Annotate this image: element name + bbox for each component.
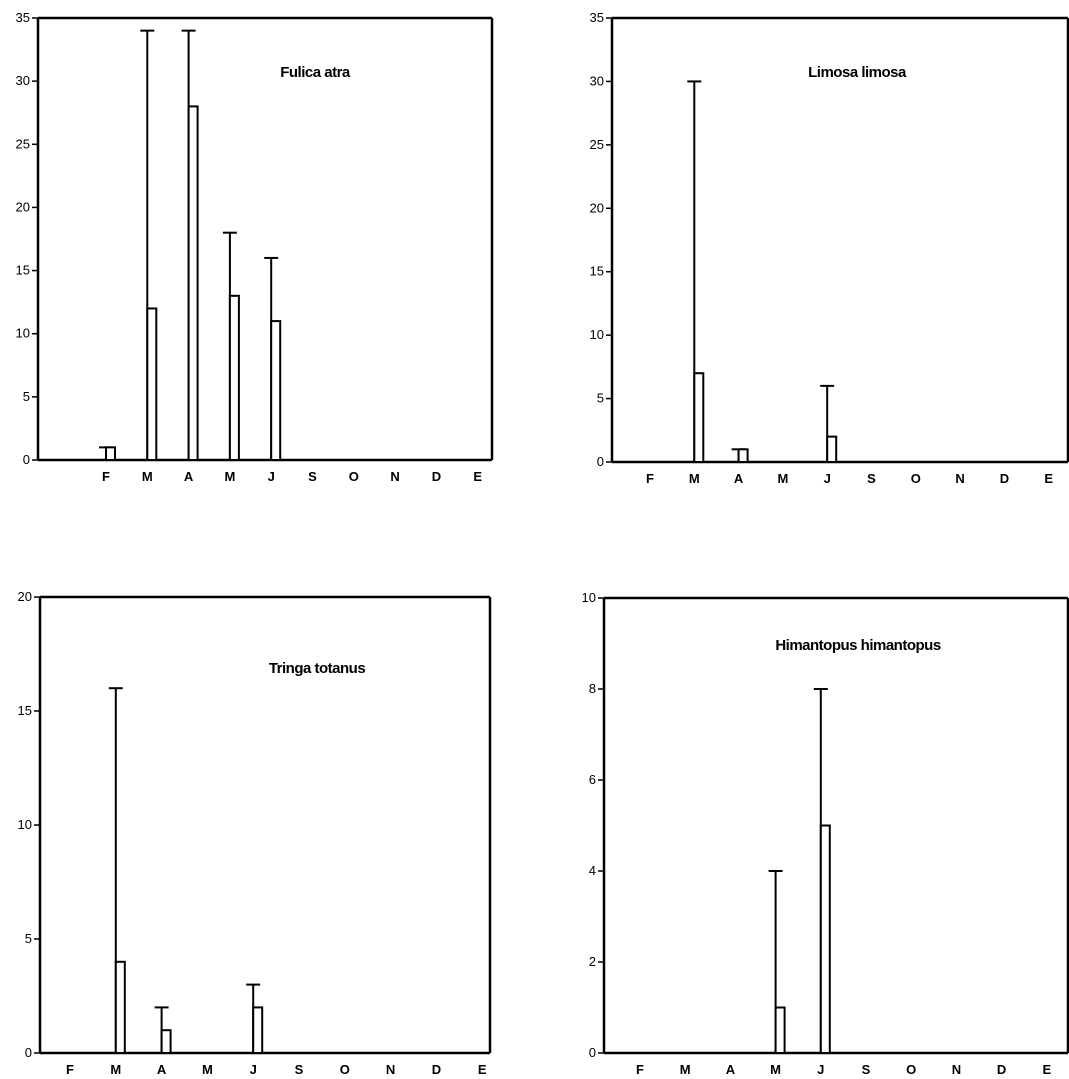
y-tick-label: 0 xyxy=(25,1045,32,1060)
y-tick-label: 25 xyxy=(590,137,604,152)
chart-panel: 0 5 10 15 20 25 30 35 F M A M J S O N D E Limosa limosa xyxy=(590,10,1069,486)
x-tick-label: M xyxy=(689,471,700,486)
x-tick-label: O xyxy=(906,1062,916,1077)
x-tick-label: N xyxy=(386,1062,395,1077)
chart-panel: 0 5 10 15 20 25 30 35 F M A M J S O N D E Fulica atra xyxy=(16,10,494,484)
x-tick-label: D xyxy=(432,469,441,484)
bar xyxy=(187,105,199,462)
x-tick-label: E xyxy=(473,469,482,484)
y-tick-label: 35 xyxy=(590,10,604,25)
bar xyxy=(826,435,838,463)
y-tick-label: 10 xyxy=(18,817,32,832)
y-tick-label: 10 xyxy=(582,590,596,605)
bar xyxy=(737,448,749,464)
chart-panel: 0 5 10 15 20 F M A M J S O N D E Tringa totanus xyxy=(18,589,492,1077)
y-tick-label: 20 xyxy=(590,200,604,215)
x-tick-label: M xyxy=(224,469,235,484)
y-tick-label: 15 xyxy=(18,703,32,718)
y-tick-label: 20 xyxy=(16,199,30,214)
x-tick-label: A xyxy=(726,1062,736,1077)
x-tick-label: M xyxy=(110,1062,121,1077)
y-tick-label: 15 xyxy=(590,264,604,279)
y-tick-label: 0 xyxy=(23,452,30,467)
x-tick-label: E xyxy=(478,1062,487,1077)
y-tick-label: 25 xyxy=(16,136,30,151)
y-tick-label: 20 xyxy=(18,589,32,604)
y-tick-label: 6 xyxy=(589,772,596,787)
y-tick-label: 35 xyxy=(16,10,30,25)
x-tick-label: D xyxy=(432,1062,441,1077)
x-tick-label: O xyxy=(340,1062,350,1077)
x-tick-label: A xyxy=(184,469,194,484)
x-tick-label: S xyxy=(295,1062,304,1077)
chart-title: Himantopus himantopus xyxy=(775,637,940,654)
bar xyxy=(774,1006,786,1054)
bar xyxy=(693,372,705,464)
x-tick-label: F xyxy=(636,1062,644,1077)
x-tick-label: E xyxy=(1044,471,1053,486)
y-tick-label: 10 xyxy=(16,326,30,341)
x-tick-label: N xyxy=(955,471,964,486)
x-tick-label: N xyxy=(390,469,399,484)
x-tick-label: S xyxy=(867,471,876,486)
bar xyxy=(146,307,158,462)
x-tick-label: M xyxy=(770,1062,781,1077)
x-tick-label: J xyxy=(817,1062,824,1077)
chart-title: Fulica atra xyxy=(280,64,351,81)
bar xyxy=(105,446,116,462)
y-tick-label: 5 xyxy=(23,389,30,404)
x-tick-label: F xyxy=(646,471,654,486)
bar xyxy=(228,294,240,462)
x-tick-label: J xyxy=(250,1062,257,1077)
x-tick-label: M xyxy=(202,1062,213,1077)
bar xyxy=(160,1029,172,1054)
x-tick-label: N xyxy=(952,1062,961,1077)
y-tick-label: 30 xyxy=(590,73,604,88)
y-tick-label: 8 xyxy=(589,681,596,696)
y-tick-label: 30 xyxy=(16,73,30,88)
chart-panel: 0 2 4 6 8 10 F M A M J S O N D E Himantopus himantopus xyxy=(582,590,1069,1077)
x-tick-label: M xyxy=(142,469,153,484)
x-tick-label: M xyxy=(680,1062,691,1077)
chart-title: Tringa totanus xyxy=(269,660,365,677)
y-tick-label: 15 xyxy=(16,263,30,278)
y-tick-label: 0 xyxy=(597,454,604,469)
x-tick-label: J xyxy=(268,469,275,484)
y-tick-label: 5 xyxy=(25,931,32,946)
y-tick-label: 5 xyxy=(597,391,604,406)
bar xyxy=(819,824,831,1054)
x-tick-label: O xyxy=(349,469,359,484)
x-tick-label: M xyxy=(777,471,788,486)
x-tick-label: S xyxy=(308,469,317,484)
x-tick-label: E xyxy=(1042,1062,1051,1077)
chart-title: Limosa limosa xyxy=(808,64,907,81)
y-tick-label: 2 xyxy=(589,954,596,969)
x-tick-label: F xyxy=(102,469,110,484)
x-tick-label: F xyxy=(66,1062,74,1077)
bar xyxy=(114,960,126,1054)
x-tick-label: A xyxy=(734,471,744,486)
bar xyxy=(252,1006,264,1055)
x-tick-label: A xyxy=(157,1062,167,1077)
y-tick-label: 10 xyxy=(590,327,604,342)
bar xyxy=(270,320,282,462)
x-tick-label: J xyxy=(824,471,831,486)
x-tick-label: O xyxy=(911,471,921,486)
y-tick-label: 4 xyxy=(589,863,596,878)
x-tick-label: D xyxy=(997,1062,1006,1077)
x-tick-label: D xyxy=(1000,471,1009,486)
x-tick-label: S xyxy=(862,1062,871,1077)
y-tick-label: 0 xyxy=(589,1045,596,1060)
